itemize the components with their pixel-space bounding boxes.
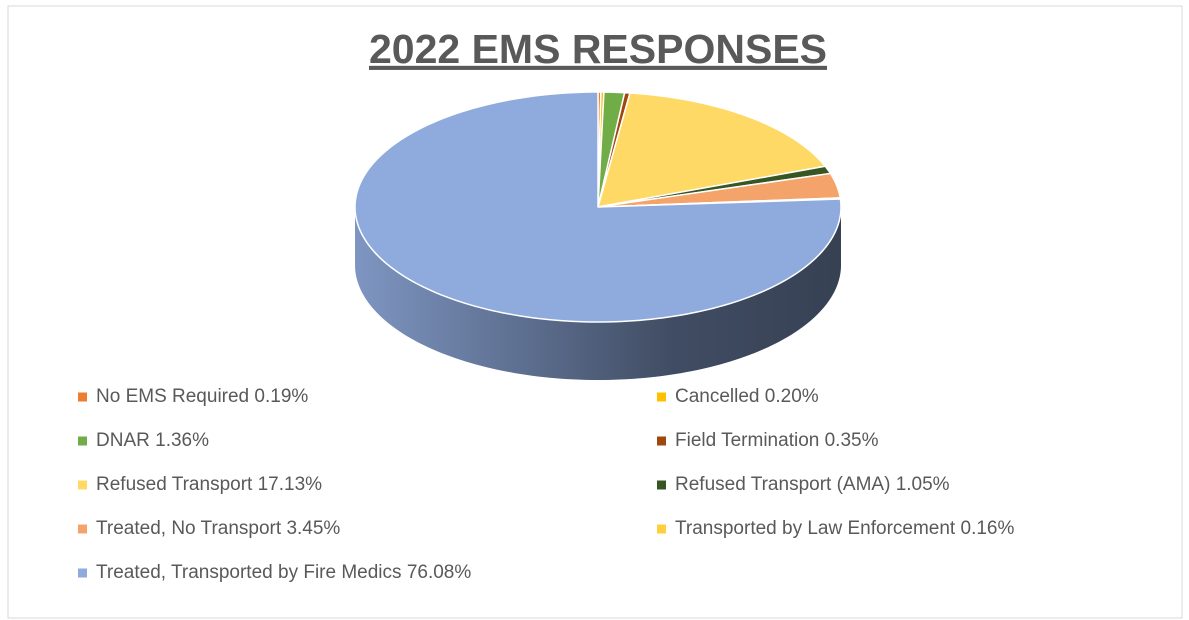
- legend-value: 0.35%: [825, 430, 879, 451]
- legend-swatch: [657, 480, 666, 490]
- legend-swatch: [657, 436, 666, 446]
- legend-label: Treated, No Transport 3.45%: [96, 518, 340, 539]
- legend-value: 1.05%: [896, 474, 950, 495]
- legend-name: Cancelled: [675, 386, 760, 407]
- legend-label: Cancelled 0.20%: [675, 386, 819, 407]
- chart-title: 2022 EMS RESPONSES: [369, 26, 827, 72]
- legend-swatch: [78, 524, 87, 534]
- legend-label: DNAR 1.36%: [96, 430, 209, 451]
- pie-side-shade: [355, 207, 841, 380]
- pie: [354, 91, 842, 380]
- legend-label: Refused Transport 17.13%: [96, 474, 322, 495]
- legend-value: 0.16%: [961, 518, 1015, 539]
- legend-label: Transported by Law Enforcement 0.16%: [675, 518, 1014, 539]
- legend-value: 0.19%: [254, 386, 308, 407]
- legend-value: 17.13%: [258, 474, 323, 495]
- legend-swatch: [657, 392, 666, 402]
- legend-swatch: [78, 436, 87, 446]
- legend-value: 3.45%: [286, 518, 340, 539]
- legend-label: Refused Transport (AMA) 1.05%: [675, 474, 950, 495]
- legend-name: Refused Transport: [96, 474, 253, 495]
- legend-swatch: [657, 524, 666, 534]
- legend-value: 76.08%: [407, 562, 472, 583]
- legend-name: Refused Transport (AMA): [675, 474, 890, 495]
- legend-name: Treated, Transported by Fire Medics: [96, 562, 402, 583]
- pie-slice: [597, 172, 841, 208]
- legend-label: Field Termination 0.35%: [675, 430, 879, 451]
- legend-value: 1.36%: [155, 430, 209, 451]
- legend-label: Treated, Transported by Fire Medics 76.0…: [96, 562, 471, 583]
- legend-name: DNAR: [96, 430, 150, 451]
- legend: No EMS Required 0.19% Cancelled 0.20% DNAR…: [78, 386, 1014, 583]
- legend-swatch: [78, 568, 87, 578]
- legend-name: Treated, No Transport: [96, 518, 282, 539]
- legend-name: No EMS Required: [96, 386, 249, 407]
- legend-name: Transported by Law Enforcement: [675, 518, 956, 539]
- legend-swatch: [78, 392, 87, 402]
- legend-label: No EMS Required 0.19%: [96, 386, 308, 407]
- pie-slice: [354, 91, 842, 323]
- legend-value: 0.20%: [765, 386, 819, 407]
- pie-slice: [597, 92, 826, 208]
- legend-name: Field Termination: [675, 430, 819, 451]
- legend-swatch: [78, 480, 87, 490]
